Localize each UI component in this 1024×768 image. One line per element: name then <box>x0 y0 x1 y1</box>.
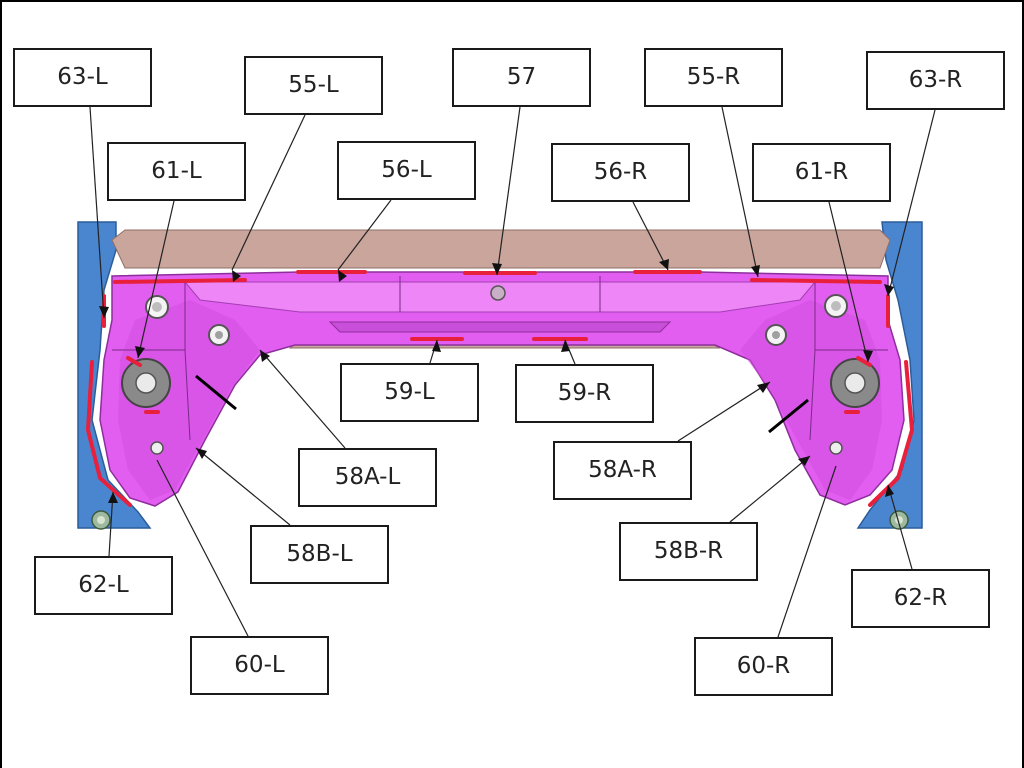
crossmember-channel <box>328 321 672 333</box>
callout-62-r: 62-R <box>851 569 990 628</box>
callout-55-r: 55-R <box>644 48 783 107</box>
callout-61-l: 61-L <box>107 142 246 201</box>
section-cut-left <box>195 374 237 411</box>
callout-59-l: 59-L <box>340 363 479 422</box>
callout-58a-r: 58A-R <box>553 441 692 500</box>
callout-63-l: 63-L <box>13 48 152 107</box>
leader-arrowheads <box>99 259 894 503</box>
callout-57: 57 <box>452 48 591 107</box>
callout-58b-l: 58B-L <box>250 525 389 584</box>
callout-58b-r: 58B-R <box>619 522 758 581</box>
fastener-holes <box>145 285 848 455</box>
callout-58a-l: 58A-L <box>298 448 437 507</box>
callout-63-r: 63-R <box>866 51 1005 110</box>
callout-59-r: 59-R <box>515 364 654 423</box>
callout-60-l: 60-L <box>190 636 329 695</box>
callout-61-r: 61-R <box>752 143 891 202</box>
callout-62-l: 62-L <box>34 556 173 615</box>
leader-lines <box>89 106 936 638</box>
callout-56-l: 56-L <box>337 141 476 200</box>
weld-seams <box>85 270 915 507</box>
callout-55-l: 55-L <box>244 56 383 115</box>
callout-60-r: 60-R <box>694 637 833 696</box>
right-bushing <box>830 358 880 408</box>
left-bushing <box>121 358 171 408</box>
section-cut-right <box>768 398 809 434</box>
callout-56-r: 56-R <box>551 143 690 202</box>
